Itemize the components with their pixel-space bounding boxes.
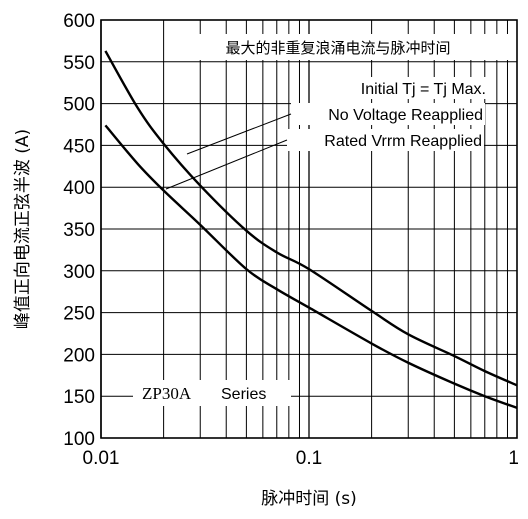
x-tick-label: 0.1 <box>296 448 322 469</box>
y-tick-label: 350 <box>63 220 95 241</box>
y-tick-label: 500 <box>63 95 95 116</box>
x-axis-label: 脉冲时间 (s) <box>261 489 357 509</box>
series-model: ZP30A <box>142 384 192 403</box>
y-tick-label: 150 <box>63 387 95 408</box>
y-tick-label: 400 <box>63 178 95 199</box>
y-tick-label: 200 <box>63 345 95 366</box>
x-tick-label: 0.01 <box>83 448 120 469</box>
x-tick-labels: 0.01 0.1 1 <box>83 448 519 469</box>
upper-curve-label: No Voltage Reapplied <box>328 107 483 124</box>
upper-leader-line <box>186 113 292 155</box>
series-line-1 <box>104 50 518 387</box>
y-tick-label: 100 <box>63 429 95 450</box>
title-box <box>168 34 508 60</box>
y-tick-label: 450 <box>63 136 95 157</box>
series-line-2 <box>104 124 518 410</box>
y-tick-label: 600 <box>63 11 95 32</box>
upper-curve-label-bg <box>291 103 485 125</box>
lower-curve-label-bg <box>287 129 484 151</box>
lower-leader-line <box>165 139 288 190</box>
x-tick-label: 1 <box>508 448 519 469</box>
chart-title: 最大的非重复浪涌电流与脉冲时间 <box>225 39 450 57</box>
y-tick-label: 550 <box>63 53 95 74</box>
y-axis-label: 峰值正向电流正弦半波 (A) <box>13 129 33 329</box>
series-lines <box>104 50 518 410</box>
condition-label: Initial Tj = Tj Max. <box>361 81 486 98</box>
series-suffix: Series <box>221 386 266 403</box>
plot-frame <box>100 19 518 439</box>
series-box <box>133 380 291 406</box>
condition-bg <box>330 77 490 99</box>
y-tick-labels: 100 150 200 250 300 350 400 450 500 550 600 <box>63 11 95 450</box>
y-tick-label: 300 <box>63 262 95 283</box>
y-tick-label: 250 <box>63 304 95 325</box>
lower-curve-label: Rated Vrrm Reapplied <box>324 133 482 150</box>
